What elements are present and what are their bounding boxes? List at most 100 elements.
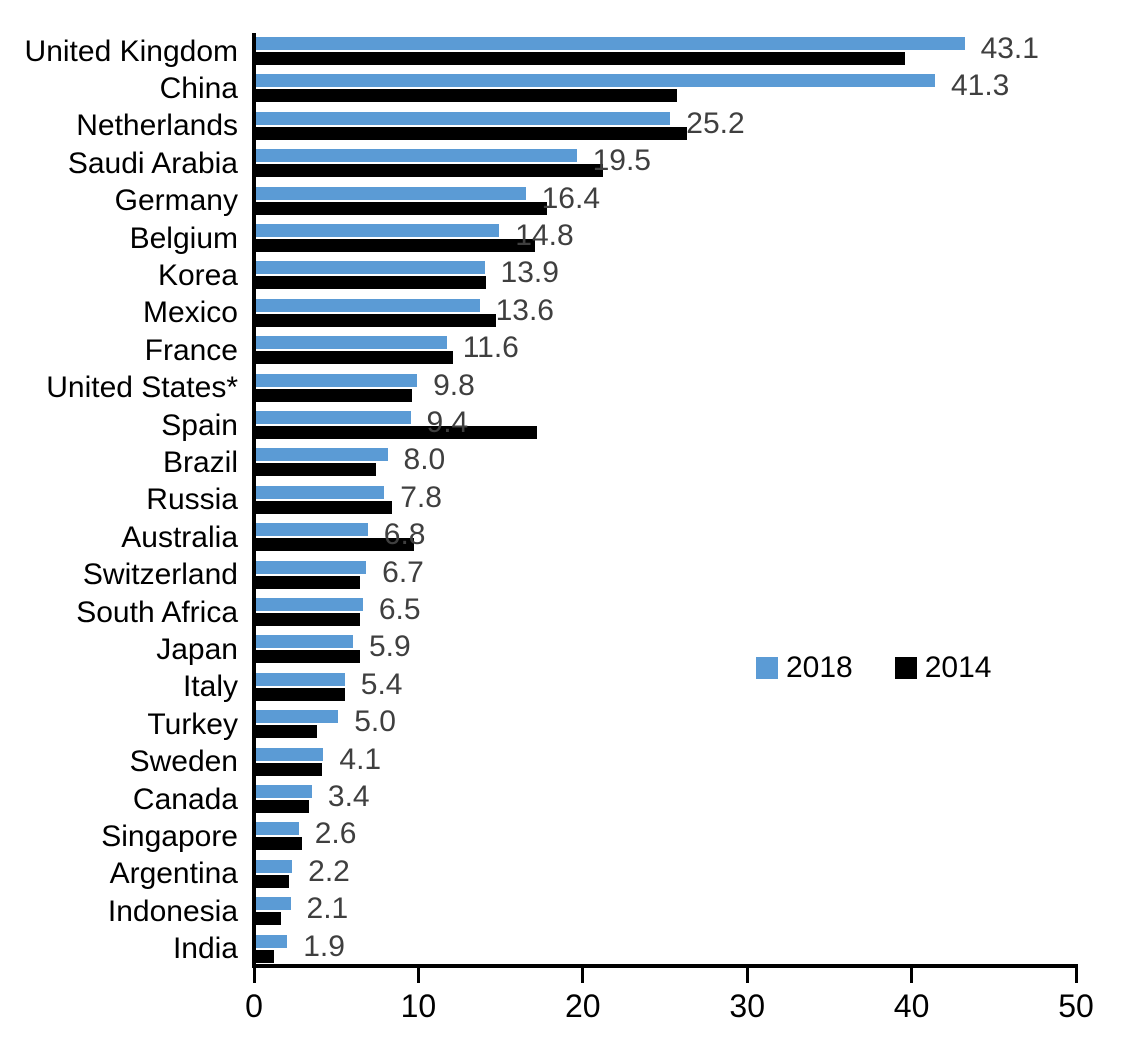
bar-2018 (256, 897, 291, 911)
bar-2018 (256, 710, 339, 724)
bar-2014 (256, 538, 414, 552)
bar-2014 (256, 500, 393, 514)
bar-2018 (256, 261, 485, 275)
value-label: 7.8 (400, 480, 442, 514)
bar-group: 1.9 (256, 931, 1078, 968)
value-label: 6.5 (378, 593, 421, 626)
x-tick-label: 20 (565, 988, 601, 1024)
category-axis: United Kingdom China Netherlands Saudi Arab… (0, 33, 238, 968)
category-label: Mexico (142, 296, 238, 330)
bar-group: 3.4 (256, 781, 1078, 818)
bar-2014 (256, 575, 360, 589)
bar-group: 9.4 (256, 407, 1078, 444)
bar-group: 25.2 (256, 108, 1078, 145)
bar-2014 (256, 837, 303, 851)
value-label: 13.6 (495, 293, 554, 327)
bar-2014 (256, 725, 317, 739)
value-label: 2.1 (306, 892, 349, 926)
bar-group: 11.6 (256, 332, 1078, 369)
legend-swatch-2014 (894, 657, 917, 679)
bar-2014 (256, 388, 413, 402)
bar-2018 (256, 411, 411, 424)
legend-label-2018: 2018 (786, 651, 853, 684)
value-label: 16.4 (541, 181, 600, 215)
bar-group: 6.5 (256, 594, 1078, 631)
value-label: 41.3 (950, 69, 1010, 103)
bar-2014 (256, 874, 289, 888)
bar-2018 (256, 560, 367, 574)
bar-group: 16.4 (256, 183, 1078, 220)
value-label: 2.2 (308, 854, 350, 888)
value-label: 19.5 (592, 144, 651, 178)
value-label: 5.4 (360, 667, 403, 701)
x-tick-mark (581, 968, 585, 983)
bar-group: 5.9 (256, 631, 1078, 668)
category-label: Argentina (109, 857, 238, 891)
bar-group: 6.7 (256, 557, 1078, 594)
bar-2018 (256, 74, 935, 88)
bar-2014 (256, 762, 322, 776)
bar-2014 (256, 201, 547, 215)
category-label: Netherlands (76, 109, 238, 143)
category-label: Brazil (162, 446, 238, 480)
category-label: Italy (182, 670, 238, 704)
bar-group: 13.6 (256, 295, 1078, 332)
bar-2014 (256, 650, 360, 664)
bar-2018 (256, 298, 480, 312)
value-label: 6.7 (382, 555, 424, 589)
x-tick-mark (910, 968, 914, 983)
bar-2014 (256, 164, 603, 178)
category-label: Korea (157, 259, 238, 293)
bar-2018 (256, 523, 368, 537)
bar-2014 (256, 426, 538, 439)
category-label: Germany (114, 184, 238, 218)
bar-2018 (256, 747, 324, 761)
bar-2014 (256, 313, 497, 327)
bar-2018 (256, 598, 363, 611)
bar-2014 (256, 613, 360, 626)
legend-swatch-2018 (756, 657, 778, 679)
x-tick-mark (1074, 968, 1078, 983)
legend-label-2014: 2014 (924, 651, 992, 684)
category-label: Singapore (101, 820, 238, 854)
x-tick-mark (416, 968, 420, 983)
bar-2014 (256, 239, 536, 252)
bar-group: 41.3 (256, 70, 1078, 107)
bar-2018 (256, 111, 671, 125)
bar-group: 5.4 (256, 669, 1078, 706)
bar-2018 (256, 934, 288, 948)
category-label: India (172, 932, 238, 966)
category-label: United Kingdom (24, 34, 238, 68)
bar-2018 (256, 37, 965, 50)
category-label: Turkey (147, 707, 238, 741)
bar-group: 19.5 (256, 145, 1078, 182)
value-label: 1.9 (303, 929, 345, 963)
category-label: China (159, 72, 238, 106)
bar-group: 2.1 (256, 893, 1078, 930)
category-label: United States* (46, 371, 238, 405)
value-label: 13.9 (500, 256, 559, 290)
x-tick-label: 10 (400, 988, 437, 1024)
bar-2014 (256, 52, 906, 65)
x-tick-label: 30 (729, 988, 765, 1024)
bar-group: 14.8 (256, 220, 1078, 257)
bar-group: 8.0 (256, 444, 1078, 481)
bar-2018 (256, 485, 385, 499)
bar-group: 2.2 (256, 856, 1078, 893)
value-label: 5.9 (368, 630, 411, 664)
bar-2018 (256, 448, 388, 462)
category-label: Australia (121, 520, 238, 554)
category-label: Canada (132, 782, 238, 816)
bar-2014 (256, 912, 281, 926)
value-label: 11.6 (462, 331, 519, 365)
bar-2018 (256, 635, 353, 649)
value-label: 9.4 (426, 406, 469, 439)
bar-group: 9.8 (256, 370, 1078, 407)
bar-2014 (256, 126, 687, 140)
bar-group: 2.6 (256, 818, 1078, 855)
x-tick-mark (252, 968, 256, 983)
value-label: 43.1 (980, 32, 1039, 65)
bar-2018 (256, 224, 500, 237)
category-label: France (144, 333, 238, 367)
value-label: 4.1 (339, 742, 382, 776)
